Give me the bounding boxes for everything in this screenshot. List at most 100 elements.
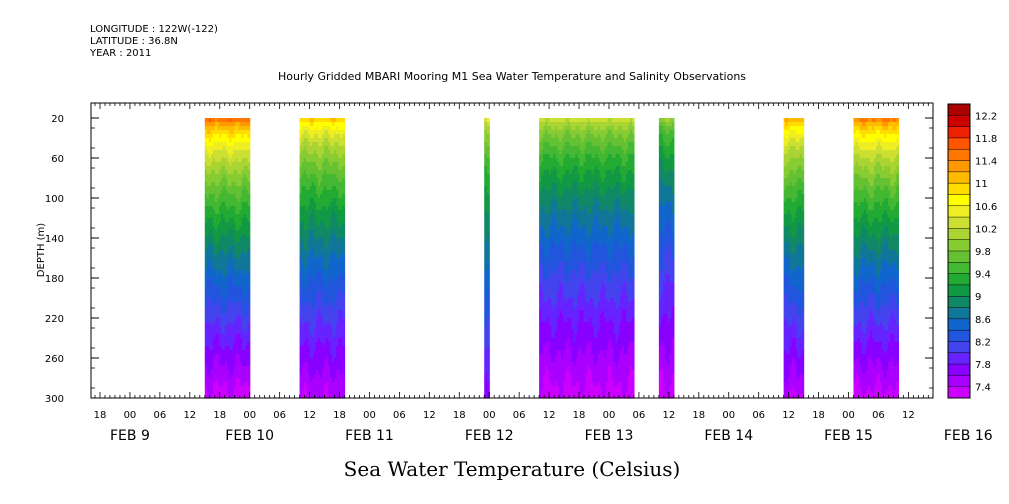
data-cell (326, 362, 329, 367)
data-cell (239, 342, 243, 347)
data-cell (299, 122, 303, 127)
data-cell (212, 314, 216, 319)
data-cell (486, 302, 490, 307)
data-cell (208, 370, 212, 375)
data-cell (303, 298, 307, 303)
data-cell (322, 318, 325, 323)
data-cell (330, 294, 333, 299)
data-cell (324, 198, 327, 203)
data-cell (486, 306, 490, 311)
data-cell (315, 378, 319, 383)
data-cell (303, 142, 307, 147)
data-cell (212, 346, 216, 351)
data-cell (332, 358, 335, 363)
data-cell (208, 218, 212, 223)
data-cell (309, 202, 313, 207)
data-cell (235, 170, 239, 175)
data-cell (336, 246, 339, 251)
data-cell (210, 226, 214, 231)
data-cell (215, 262, 218, 267)
data-cell (315, 182, 319, 187)
data-cell (233, 134, 237, 139)
data-cell (334, 310, 337, 315)
data-cell (247, 390, 251, 395)
data-cell (241, 258, 245, 263)
data-cell (227, 342, 230, 347)
data-cell (340, 130, 344, 135)
data-cell (243, 234, 247, 239)
data-cell (225, 370, 228, 375)
data-cell (340, 246, 344, 251)
data-cell (235, 334, 239, 339)
data-cell (237, 138, 241, 143)
data-cell (486, 362, 490, 367)
data-cell (241, 118, 245, 123)
data-cell (243, 170, 247, 175)
data-cell (309, 206, 313, 211)
data-cell (326, 342, 329, 347)
data-cell (303, 294, 307, 299)
data-cell (311, 194, 315, 199)
data-cell (243, 342, 247, 347)
data-cell (311, 182, 315, 187)
data-cell (342, 266, 346, 271)
data-cell (235, 390, 239, 395)
data-cell (309, 358, 313, 363)
data-cell (233, 322, 237, 327)
data-cell (338, 354, 342, 359)
data-cell (309, 126, 313, 131)
data-cell (484, 138, 488, 143)
data-cell (225, 218, 228, 223)
data-cell (307, 326, 311, 331)
data-cell (204, 334, 208, 339)
data-cell (217, 222, 220, 227)
data-cell (340, 202, 344, 207)
data-cell (307, 342, 311, 347)
data-cell (204, 118, 208, 123)
data-cell (299, 138, 303, 143)
data-cell (247, 322, 251, 327)
data-cell (217, 246, 220, 251)
data-cell (305, 218, 309, 223)
data-cell (340, 146, 344, 151)
data-cell (338, 246, 342, 251)
data-cell (303, 190, 307, 195)
data-cell (215, 390, 218, 395)
data-cell (340, 118, 344, 123)
data-cell (208, 334, 212, 339)
data-cell (229, 202, 232, 207)
data-cell (219, 378, 222, 383)
data-cell (326, 126, 329, 131)
data-cell (324, 362, 327, 367)
data-cell (237, 266, 241, 271)
data-cell (237, 258, 241, 263)
data-cell (307, 166, 311, 171)
data-cell (309, 150, 313, 155)
data-cell (328, 226, 331, 231)
chart-title: Hourly Gridded MBARI Mooring M1 Sea Wate… (278, 70, 746, 83)
data-cell (245, 330, 249, 335)
data-cell (326, 138, 329, 143)
data-cell (225, 158, 228, 163)
data-cell (330, 358, 333, 363)
data-cell (315, 358, 319, 363)
data-cell (320, 226, 323, 231)
data-cell (235, 190, 239, 195)
data-cell (212, 178, 216, 183)
data-cell (311, 210, 315, 215)
data-cell (217, 170, 220, 175)
data-cell (324, 318, 327, 323)
data-cell (212, 230, 216, 235)
data-cell (206, 318, 210, 323)
data-cell (309, 354, 313, 359)
data-cell (243, 194, 247, 199)
data-cell (486, 182, 490, 187)
data-cell (320, 390, 323, 395)
data-cell (311, 274, 315, 279)
data-cell (311, 346, 315, 351)
data-cell (208, 314, 212, 319)
data-cell (215, 166, 218, 171)
data-cell (243, 238, 247, 243)
data-cell (212, 250, 216, 255)
data-cell (204, 222, 208, 227)
